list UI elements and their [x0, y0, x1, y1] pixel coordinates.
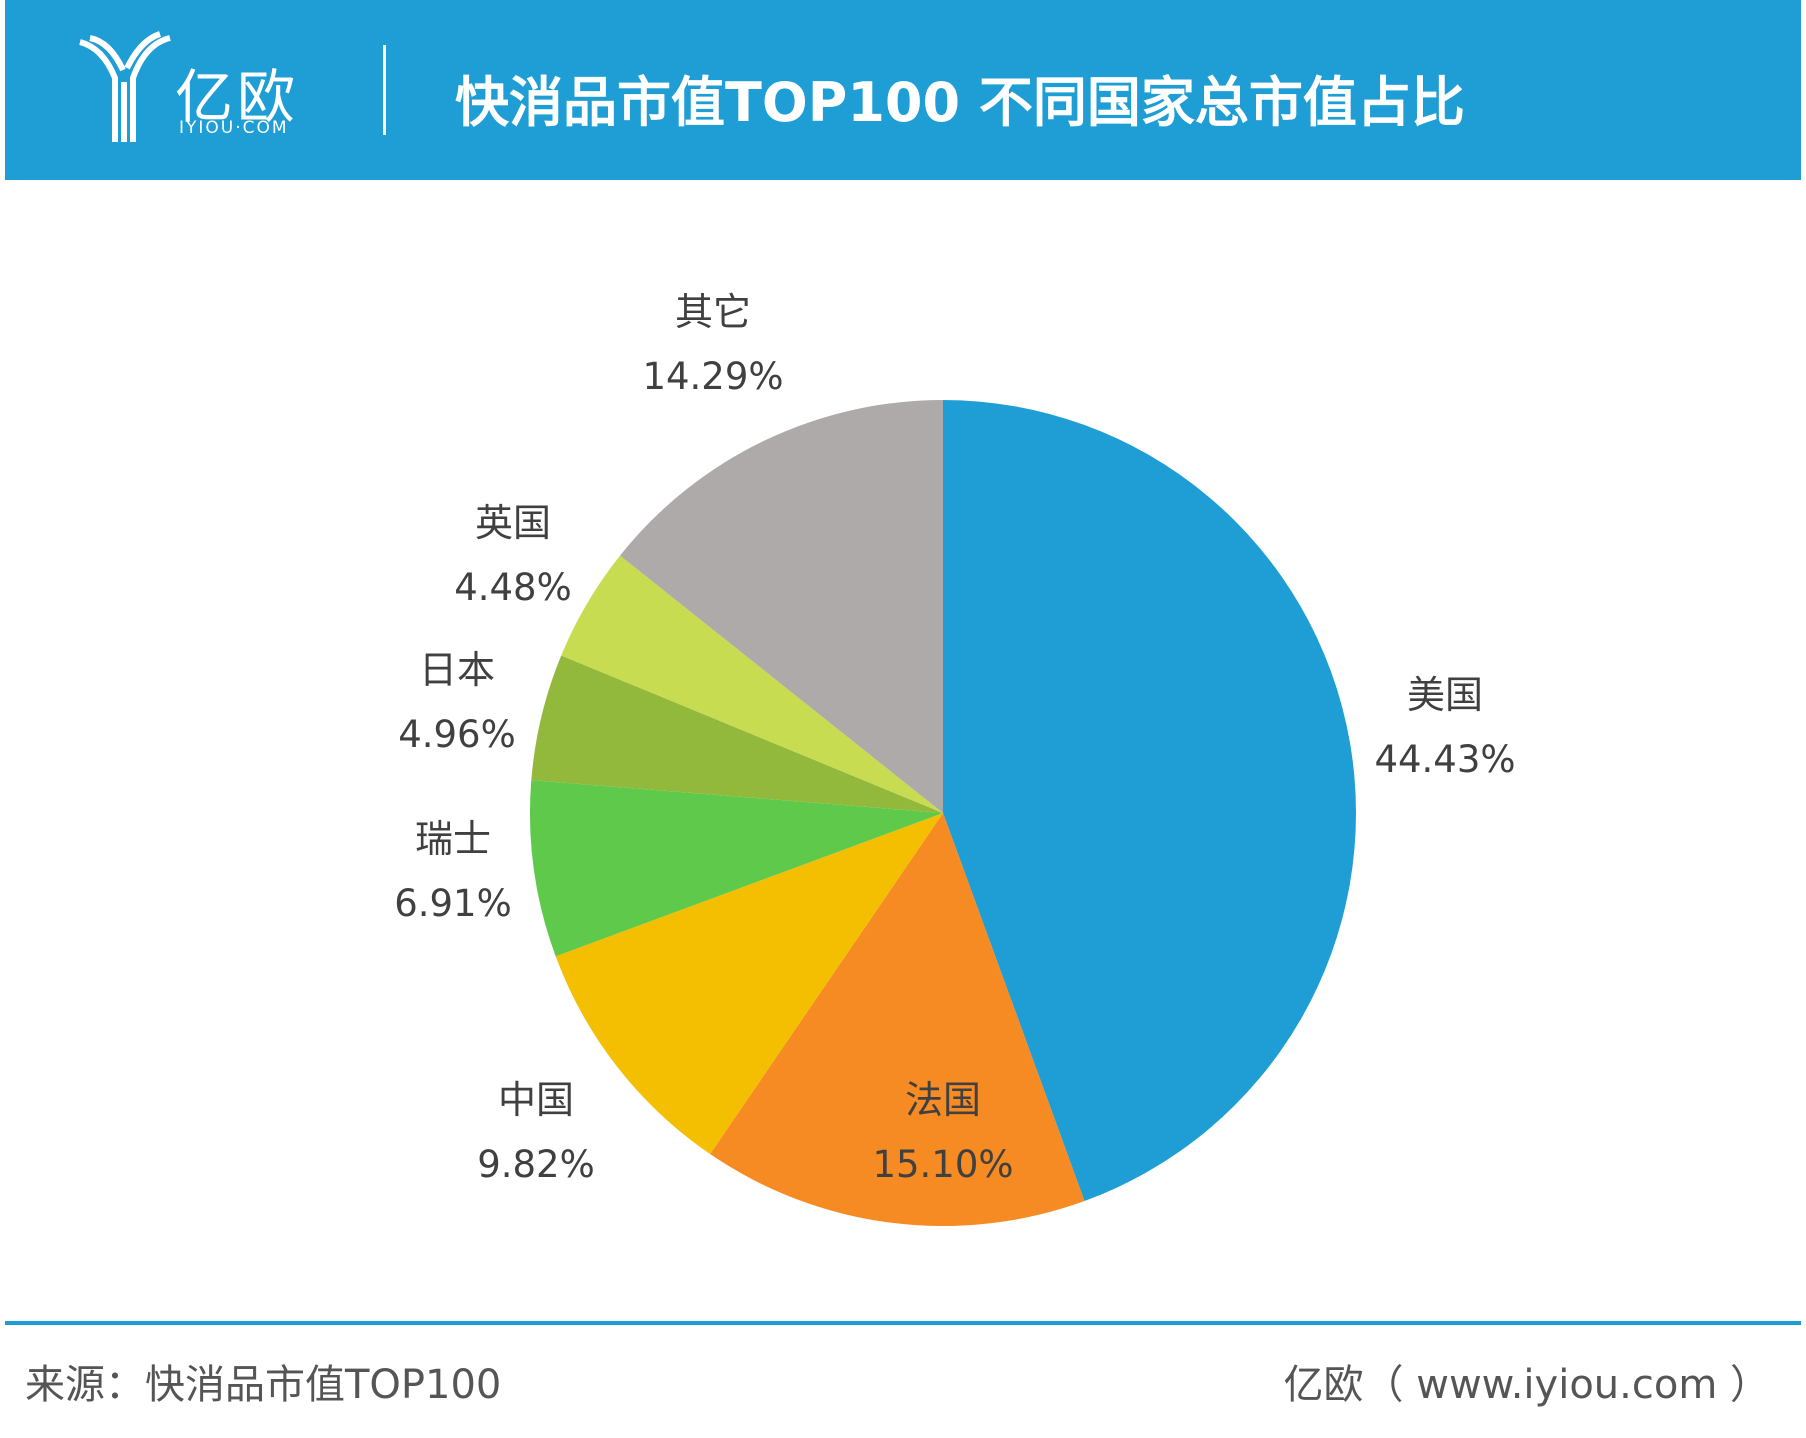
brand-logo[interactable]: 亿欧 IYIOU·COM [75, 30, 335, 150]
logo-mark-icon [79, 31, 171, 142]
slice-percent-label: 9.82% [477, 1143, 595, 1186]
pie-chart: 美国 44.43% 法国 15.10% 中国 9.82% 瑞士 6.91% 日本 4.96% 英国 4… [394, 290, 1516, 1226]
pie-slice-6[interactable] [561, 555, 943, 813]
site-credit[interactable]: 亿欧（ www.iyiou.com ） [1283, 1362, 1770, 1408]
pie-chart-area: 美国 44.43% 法国 15.10% 中国 9.82% 瑞士 6.91% 日本 4.96% 英国 4… [0, 180, 1806, 1320]
pie-slice-7[interactable] [620, 400, 943, 813]
slice-percent-label: 4.48% [454, 566, 572, 609]
pie-slice-1[interactable] [943, 400, 1356, 1201]
slice-percent-label: 14.29% [642, 355, 783, 398]
page-title: 快消品市值TOP100 不同国家总市值占比 [455, 71, 1465, 134]
slice-category-label: 法国 [905, 1078, 981, 1122]
logo-domain: IYIOU·COM [179, 118, 289, 138]
pie-slice-4[interactable] [530, 780, 943, 957]
logo-name: 亿欧 [175, 63, 300, 131]
pie-slice-5[interactable] [531, 655, 943, 813]
slice-percent-label: 44.43% [1374, 738, 1515, 781]
slice-category-label: 英国 [475, 501, 551, 545]
slice-category-label: 瑞士 [415, 817, 491, 861]
pie-slice-2[interactable] [710, 813, 1085, 1226]
slice-category-label: 美国 [1407, 673, 1483, 717]
footer-divider [5, 1321, 1801, 1325]
slice-percent-label: 4.96% [398, 713, 516, 756]
slice-percent-label: 15.10% [872, 1143, 1013, 1186]
slice-category-label: 日本 [419, 648, 495, 692]
pie-slice-3[interactable] [555, 813, 943, 1155]
slice-percent-label: 6.91% [394, 882, 512, 925]
slice-category-label: 其它 [675, 290, 751, 334]
source-note: 来源：快消品市值TOP100 [25, 1362, 502, 1408]
header-divider [383, 45, 386, 135]
header-banner: 亿欧 IYIOU·COM 快消品市值TOP100 不同国家总市值占比 [5, 0, 1801, 180]
slice-category-label: 中国 [498, 1078, 574, 1122]
